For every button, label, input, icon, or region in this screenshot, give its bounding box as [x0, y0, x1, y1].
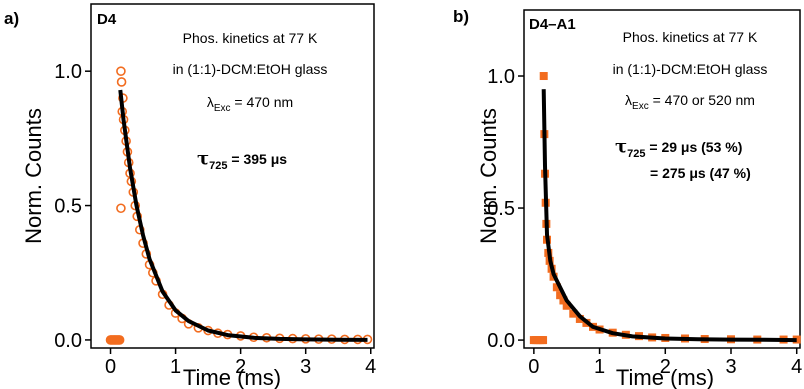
panel-a-annotation-line1: Phos. kinetics at 77 K: [183, 30, 318, 46]
panel-a-x-tick-label: 3: [300, 356, 311, 378]
panel-b-y-axis-title: Norm. Counts: [476, 108, 501, 244]
panel-b-x-tick-label: 4: [791, 356, 802, 378]
panel-a-data-point: [116, 77, 127, 87]
panel-b-data-point: [792, 335, 801, 344]
panel-b-x-tick-label: 2: [660, 356, 671, 378]
tau-subscript: 725: [627, 148, 645, 160]
panel-b-data-point: [562, 301, 571, 310]
panel-a-annotation-line2: in (1:1)-DCM:EtOH glass: [173, 61, 328, 77]
panel-a-y-tick-label: 1.0: [54, 61, 82, 83]
tau-subscript: 725: [209, 160, 227, 172]
lambda-symbol: λ: [625, 92, 632, 108]
panel-a-sample-label: D4: [97, 11, 117, 28]
panel-b-y-tick-label: 1.0: [487, 66, 515, 88]
excitation-value: = 470 nm: [231, 94, 294, 110]
panel-b-data-point: [575, 314, 584, 323]
panel-a-x-tick-label: 2: [235, 356, 246, 378]
panel-b-data-point: [569, 309, 578, 318]
panel-a-lifetime: τ725 = 395 μs: [197, 148, 287, 172]
tau-symbol: τ: [197, 148, 209, 169]
panel-a-x-tick-label: 1: [170, 356, 181, 378]
panel-b-data-point: [539, 336, 548, 345]
panel-b-y-tick-label: 0.5: [487, 198, 515, 220]
tau-value: = 395 μs: [227, 151, 287, 167]
excitation-subscript: Exc: [214, 103, 231, 114]
lambda-symbol: λ: [207, 94, 214, 110]
panel-b-x-tick-label: 1: [594, 356, 605, 378]
panel-b-data-point: [552, 283, 561, 292]
panel-a-x-tick-label: 4: [365, 356, 376, 378]
panel-a-x-tick-label: 0: [105, 356, 116, 378]
panel-b-annotation-line2: in (1:1)-DCM:EtOH glass: [613, 61, 768, 77]
panel-b-lifetime: τ725 = 29 μs (53 %): [615, 136, 742, 160]
panel-b-data-point: [539, 72, 548, 81]
panel-a-y-tick-label: 0.0: [54, 330, 82, 352]
panel-b-lifetime-second: = 275 μs (47 %): [650, 165, 751, 181]
panel-a-fit-curve: [118, 89, 368, 342]
panel-b-fit-curve: [541, 89, 797, 343]
panel-a-y-tick-label: 0.5: [54, 196, 82, 218]
panel-b-letter: b): [453, 7, 469, 26]
panel-b-data-point: [559, 296, 568, 305]
panel-a-excitation: λExc = 470 nm: [207, 94, 293, 114]
panel-a-x-axis-title: Time (ms): [183, 365, 281, 389]
tau-symbol: τ: [615, 136, 627, 157]
panel-b-x-tick-label: 3: [725, 356, 736, 378]
panel-a: a) D4 Phos. kinetics at 77 K in (1:1)-DC…: [4, 3, 376, 389]
panel-a-data-point: [116, 66, 126, 76]
panel-b-excitation: λExc = 470 or 520 nm: [625, 92, 755, 112]
panel-b: b) D4–A1 Phos. kinetics at 77 K in (1:1)…: [453, 7, 802, 389]
panel-a-data-point: [116, 203, 126, 214]
panel-a-frame: [90, 3, 375, 349]
panel-a-y-axis-title: Norm. Counts: [21, 108, 46, 244]
excitation-subscript: Exc: [632, 101, 649, 112]
tau-value: = 29 μs (53 %): [645, 139, 742, 155]
excitation-value: = 470 or 520 nm: [649, 92, 755, 108]
panel-b-y-tick-label: 0.0: [487, 330, 515, 352]
panel-b-x-tick-label: 0: [528, 356, 539, 378]
panel-a-letter: a): [4, 9, 19, 28]
panel-b-frame: [523, 9, 801, 349]
panel-a-data-point: [114, 335, 125, 345]
panel-b-data-point: [556, 291, 565, 300]
panel-b-x-axis-title: Time (ms): [616, 365, 714, 389]
panel-b-sample-label: D4–A1: [529, 16, 576, 33]
panel-b-annotation-line1: Phos. kinetics at 77 K: [623, 29, 758, 45]
